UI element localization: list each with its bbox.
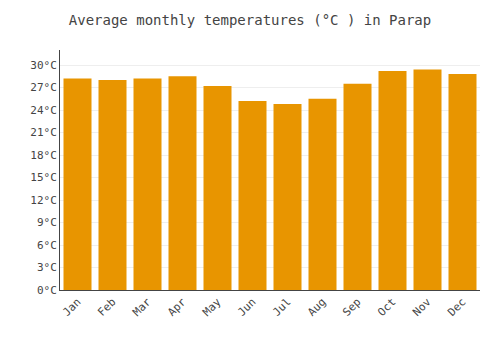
svg-text:May: May [200, 295, 224, 319]
svg-text:21°C: 21°C [30, 126, 57, 139]
svg-text:Jan: Jan [60, 296, 83, 319]
svg-text:18°C: 18°C [30, 149, 57, 162]
svg-text:0°C: 0°C [37, 284, 57, 297]
svg-text:24°C: 24°C [30, 104, 57, 117]
svg-text:Feb: Feb [95, 296, 118, 319]
svg-text:Aug: Aug [305, 296, 328, 319]
svg-text:3°C: 3°C [37, 261, 57, 274]
svg-text:9°C: 9°C [37, 216, 57, 229]
svg-text:12°C: 12°C [30, 194, 57, 207]
svg-text:Mar: Mar [130, 295, 154, 319]
svg-text:Jul: Jul [270, 296, 293, 319]
svg-text:Jun: Jun [235, 296, 258, 319]
svg-text:6°C: 6°C [37, 239, 57, 252]
svg-text:Sep: Sep [340, 296, 363, 319]
svg-text:Average monthly temperatures (: Average monthly temperatures (°C ) in Pa… [69, 12, 431, 28]
svg-text:Apr: Apr [165, 295, 189, 319]
svg-text:Dec: Dec [445, 296, 468, 319]
svg-text:30°C: 30°C [30, 59, 57, 72]
svg-text:Nov: Nov [410, 295, 434, 319]
svg-text:15°C: 15°C [30, 171, 57, 184]
svg-text:Oct: Oct [375, 296, 398, 319]
svg-text:27°C: 27°C [30, 81, 57, 94]
